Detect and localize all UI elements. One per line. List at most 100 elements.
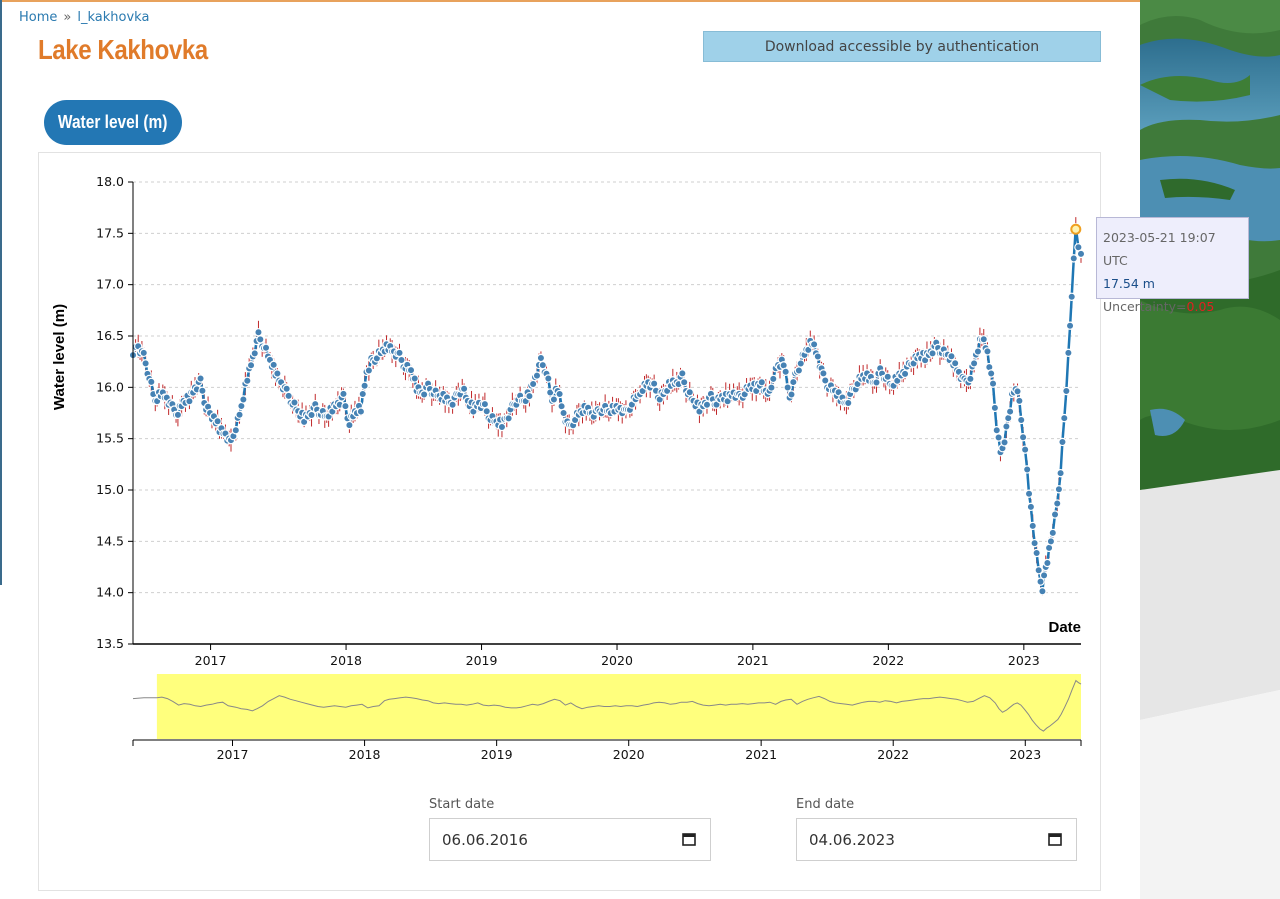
data-point[interactable] (419, 390, 429, 399)
data-point[interactable] (992, 426, 1001, 435)
data-point[interactable] (986, 369, 996, 378)
data-point[interactable] (757, 378, 766, 387)
data-point[interactable] (1002, 422, 1011, 431)
calendar-icon[interactable] (682, 832, 696, 846)
data-point[interactable] (1062, 386, 1071, 396)
data-point[interactable] (769, 374, 778, 384)
data-point[interactable] (973, 347, 983, 356)
data-point[interactable] (950, 359, 960, 368)
data-point[interactable] (339, 389, 348, 399)
data-point[interactable] (1053, 499, 1062, 508)
data-point[interactable] (147, 377, 156, 387)
data-point[interactable] (185, 397, 194, 406)
data-point[interactable] (231, 426, 241, 435)
data-point[interactable] (448, 400, 457, 409)
data-point[interactable] (1039, 571, 1049, 580)
download-button[interactable]: Download accessible by authentication (703, 31, 1101, 62)
data-point[interactable] (1005, 407, 1015, 416)
data-point[interactable] (794, 366, 804, 375)
data-point[interactable] (284, 391, 293, 401)
data-point[interactable] (1048, 528, 1057, 538)
data-point[interactable] (254, 328, 263, 337)
tab-water-level[interactable]: Water level (m) (44, 100, 182, 145)
data-point[interactable] (796, 359, 805, 368)
data-point[interactable] (536, 353, 546, 363)
data-point[interactable] (1018, 433, 1028, 442)
data-point[interactable] (990, 403, 1000, 413)
data-point[interactable] (680, 378, 689, 387)
data-point[interactable] (246, 361, 256, 370)
data-point[interactable] (809, 340, 819, 349)
data-point[interactable] (1056, 468, 1065, 478)
data-point[interactable] (410, 374, 419, 383)
start-date-input[interactable]: 06.06.2016 (429, 818, 711, 861)
data-point[interactable] (1076, 249, 1086, 259)
data-point[interactable] (1032, 548, 1041, 558)
data-point[interactable] (1024, 489, 1034, 498)
data-point[interactable] (345, 420, 354, 430)
data-point[interactable] (1000, 438, 1009, 447)
data-point[interactable] (497, 422, 507, 432)
data-point[interactable] (1015, 396, 1024, 406)
data-point[interactable] (844, 398, 853, 408)
data-point[interactable] (528, 379, 538, 389)
breadcrumb-home-link[interactable]: Home (19, 10, 58, 25)
data-point[interactable] (685, 387, 694, 397)
data-point[interactable] (947, 352, 956, 361)
data-point[interactable] (1050, 510, 1060, 519)
data-point[interactable] (1054, 485, 1064, 494)
data-point[interactable] (341, 401, 350, 411)
data-point[interactable] (1038, 587, 1047, 596)
data-point[interactable] (282, 384, 291, 393)
data-point[interactable] (250, 349, 259, 358)
data-point[interactable] (525, 391, 534, 401)
data-point[interactable] (678, 369, 687, 378)
data-point[interactable] (213, 417, 222, 426)
data-point[interactable] (504, 414, 513, 423)
data-point[interactable] (364, 366, 374, 375)
data-point[interactable] (1028, 521, 1037, 531)
breadcrumb-current-link[interactable]: l_kakhovka (77, 10, 150, 25)
data-point[interactable] (559, 408, 568, 418)
data-point[interactable] (1067, 292, 1076, 301)
data-point[interactable] (783, 383, 792, 392)
data-point[interactable] (781, 367, 790, 376)
data-point[interactable] (273, 369, 282, 378)
data-point[interactable] (198, 386, 207, 395)
data-point[interactable] (1030, 538, 1039, 548)
data-point[interactable] (395, 348, 404, 358)
data-point[interactable] (480, 399, 490, 409)
data-point[interactable] (819, 369, 828, 378)
data-point[interactable] (1036, 577, 1045, 586)
data-point[interactable] (1058, 437, 1067, 447)
data-point[interactable] (290, 398, 299, 407)
data-point[interactable] (406, 365, 416, 375)
data-point[interactable] (1017, 415, 1026, 425)
data-point[interactable] (555, 389, 564, 399)
data-point[interactable] (883, 372, 892, 381)
data-point[interactable] (269, 360, 278, 370)
data-point[interactable] (1034, 566, 1043, 575)
data-point[interactable] (1013, 387, 1022, 396)
data-point[interactable] (1020, 445, 1030, 454)
data-point[interactable] (532, 371, 542, 380)
end-date-input[interactable]: 04.06.2023 (796, 818, 1077, 861)
data-point[interactable] (538, 360, 547, 370)
calendar-icon[interactable] (1048, 832, 1062, 846)
data-point[interactable] (243, 376, 252, 385)
data-point[interactable] (966, 374, 975, 384)
data-point[interactable] (900, 369, 910, 379)
data-point[interactable] (969, 359, 979, 368)
data-point[interactable] (789, 377, 798, 387)
data-point[interactable] (358, 389, 367, 399)
data-point[interactable] (196, 374, 205, 383)
data-point[interactable] (549, 395, 559, 404)
data-point[interactable] (994, 433, 1003, 442)
data-point[interactable] (767, 383, 776, 392)
data-point[interactable] (988, 379, 998, 388)
data-point[interactable] (139, 348, 148, 358)
data-point[interactable] (872, 378, 881, 387)
data-point[interactable] (1043, 558, 1052, 568)
data-point[interactable] (261, 343, 271, 352)
